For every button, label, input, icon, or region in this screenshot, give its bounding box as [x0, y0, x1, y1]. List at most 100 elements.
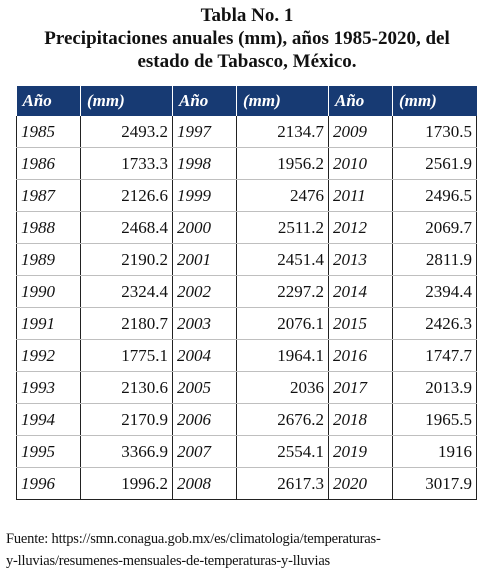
year-cell: 2003	[172, 307, 237, 340]
precipitation-cell: 2069.7	[392, 211, 477, 244]
year-cell: 2015	[328, 307, 393, 340]
precipitation-cell: 2126.6	[80, 179, 173, 212]
year-cell: 2014	[328, 275, 393, 308]
precipitation-cell: 1964.1	[236, 339, 329, 372]
precipitation-cell: 2617.3	[236, 467, 329, 500]
precipitation-cell: 2426.3	[392, 307, 477, 340]
precipitation-cell: 2134.7	[236, 116, 329, 148]
year-cell: 1997	[172, 116, 237, 148]
source-line-1: Fuente: https://smn.conagua.gob.mx/es/cl…	[6, 531, 381, 547]
year-cell: 2002	[172, 275, 237, 308]
precipitation-cell: 2676.2	[236, 403, 329, 436]
year-cell: 1996	[16, 467, 81, 500]
precipitation-cell: 2324.4	[80, 275, 173, 308]
year-cell: 1992	[16, 339, 81, 372]
table-row: 1995 3366.9 2007 2554.1 2019 1916	[16, 435, 477, 468]
table-row: 1991 2180.7 2003 2076.1 2015 2426.3	[16, 307, 477, 340]
precipitation-cell: 3017.9	[392, 467, 477, 500]
year-cell: 2008	[172, 467, 237, 500]
column-header-mm: (mm)	[80, 86, 173, 116]
table-title-line-1: Precipitaciones anuales (mm), años 1985-…	[44, 28, 450, 49]
column-header-mm: (mm)	[236, 86, 329, 116]
precipitation-cell: 2811.9	[392, 243, 477, 276]
column-header-year: Año	[16, 86, 81, 116]
precipitation-cell: 2496.5	[392, 179, 477, 212]
precipitation-cell: 1956.2	[236, 147, 329, 180]
precipitation-cell: 2468.4	[80, 211, 173, 244]
precipitation-cell: 1747.7	[392, 339, 477, 372]
table-row: 1986 1733.3 1998 1956.2 2010 2561.9	[16, 147, 477, 180]
precipitation-cell: 2493.2	[80, 116, 173, 148]
precipitation-cell: 2170.9	[80, 403, 173, 436]
precipitation-cell: 2554.1	[236, 435, 329, 468]
table-row: 1996 1996.2 2008 2617.3 2020 3017.9	[16, 467, 477, 500]
precipitation-cell: 2076.1	[236, 307, 329, 340]
precipitation-cell: 2180.7	[80, 307, 173, 340]
precipitation-table: Año (mm) Año (mm) Año (mm) 1985 2493.2 199…	[16, 86, 477, 500]
year-cell: 1985	[16, 116, 81, 148]
year-cell: 2013	[328, 243, 393, 276]
year-cell: 1990	[16, 275, 81, 308]
table-header-row: Año (mm) Año (mm) Año (mm)	[16, 86, 477, 116]
year-cell: 2009	[328, 116, 393, 148]
year-cell: 2017	[328, 371, 393, 404]
year-cell: 2019	[328, 435, 393, 468]
table-row: 1988 2468.4 2000 2511.2 2012 2069.7	[16, 211, 477, 244]
precipitation-cell: 1916	[392, 435, 477, 468]
precipitation-cell: 2451.4	[236, 243, 329, 276]
precipitation-cell: 2190.2	[80, 243, 173, 276]
year-cell: 1994	[16, 403, 81, 436]
table-caption: Tabla No. 1 Precipitaciones anuales (mm)…	[0, 4, 494, 73]
year-cell: 2004	[172, 339, 237, 372]
table-row: 1989 2190.2 2001 2451.4 2013 2811.9	[16, 243, 477, 276]
year-cell: 2020	[328, 467, 393, 500]
table-row: 1994 2170.9 2006 2676.2 2018 1965.5	[16, 403, 477, 436]
year-cell: 1987	[16, 179, 81, 212]
table-row: 1992 1775.1 2004 1964.1 2016 1747.7	[16, 339, 477, 372]
table-row: 1985 2493.2 1997 2134.7 2009 1730.5	[16, 116, 477, 148]
year-cell: 2007	[172, 435, 237, 468]
precipitation-cell: 2297.2	[236, 275, 329, 308]
year-cell: 2006	[172, 403, 237, 436]
year-cell: 2011	[328, 179, 393, 212]
year-cell: 1995	[16, 435, 81, 468]
table-number: Tabla No. 1	[200, 5, 294, 26]
year-cell: 1991	[16, 307, 81, 340]
column-header-year: Año	[328, 86, 393, 116]
precipitation-cell: 3366.9	[80, 435, 173, 468]
column-header-year: Año	[172, 86, 237, 116]
year-cell: 1988	[16, 211, 81, 244]
table-row: 1993 2130.6 2005 2036 2017 2013.9	[16, 371, 477, 404]
precipitation-cell: 1965.5	[392, 403, 477, 436]
precipitation-cell: 2036	[236, 371, 329, 404]
source-line-2: y-lluvias/resumenes-mensuales-de-tempera…	[6, 553, 330, 569]
year-cell: 2000	[172, 211, 237, 244]
precipitation-cell: 1775.1	[80, 339, 173, 372]
table-title-line-2: estado de Tabasco, México.	[137, 51, 357, 72]
precipitation-cell: 2476	[236, 179, 329, 212]
year-cell: 2018	[328, 403, 393, 436]
year-cell: 2010	[328, 147, 393, 180]
column-header-mm: (mm)	[392, 86, 477, 116]
source-note: Fuente: https://smn.conagua.gob.mx/es/cl…	[6, 528, 490, 572]
year-cell: 1999	[172, 179, 237, 212]
table-row: 1990 2324.4 2002 2297.2 2014 2394.4	[16, 275, 477, 308]
year-cell: 1993	[16, 371, 81, 404]
year-cell: 2016	[328, 339, 393, 372]
precipitation-cell: 2561.9	[392, 147, 477, 180]
year-cell: 1986	[16, 147, 81, 180]
table-row: 1987 2126.6 1999 2476 2011 2496.5	[16, 179, 477, 212]
year-cell: 2005	[172, 371, 237, 404]
precipitation-cell: 2013.9	[392, 371, 477, 404]
precipitation-cell: 1733.3	[80, 147, 173, 180]
precipitation-cell: 2130.6	[80, 371, 173, 404]
year-cell: 2012	[328, 211, 393, 244]
precipitation-cell: 2394.4	[392, 275, 477, 308]
year-cell: 1998	[172, 147, 237, 180]
precipitation-cell: 1996.2	[80, 467, 173, 500]
table-body: 1985 2493.2 1997 2134.7 2009 1730.5 1986 1733.3…	[16, 116, 477, 500]
precipitation-cell: 2511.2	[236, 211, 329, 244]
year-cell: 1989	[16, 243, 81, 276]
precipitation-cell: 1730.5	[392, 116, 477, 148]
year-cell: 2001	[172, 243, 237, 276]
